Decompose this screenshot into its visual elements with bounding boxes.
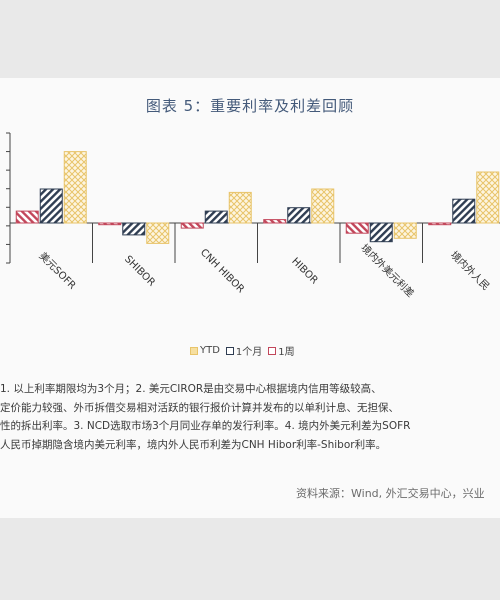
bar-1周-4 [345, 222, 369, 234]
bar-1个月-1 [122, 222, 146, 236]
bar-1周-0 [15, 210, 39, 224]
legend-swatch [190, 346, 198, 355]
x-tick-label: HIBOR [289, 256, 319, 286]
note-line-1: 1. 以上利率期限均为3个月；2. 美元CIROR是由交易中心根据境内信用等级较… [0, 383, 382, 395]
legend-swatch [268, 346, 277, 355]
bar-YTD-0 [63, 151, 87, 224]
bar-YTD-1 [146, 222, 170, 244]
bar-1周-5 [428, 222, 452, 226]
x-tick-label: 境内外人民 [448, 248, 493, 293]
bar-1个月-3 [287, 207, 311, 224]
bar-YTD-5 [476, 171, 500, 224]
x-tick-label: 境内外美元利差 [358, 241, 417, 300]
bar-1个月-5 [452, 198, 476, 224]
legend-item: YTD [190, 345, 220, 356]
report-page: 图表 5：重要利率及利差回顾 美元SOFR SHIBOR CNH HIBOR HIBO… [0, 78, 500, 518]
legend-swatch [225, 346, 234, 355]
bar-1个月-0 [39, 188, 63, 224]
bar-1个月-4 [369, 222, 393, 243]
legend-label: 1个月 [235, 347, 263, 358]
note-line-2: 定价能力较强、外币拆借交易相对活跃的银行报价计算并发布的以单利计息、无担保、 [0, 401, 399, 414]
x-tick-label: SHIBOR [122, 254, 157, 289]
bar-1周-1 [98, 222, 122, 226]
source-note: 资料来源：Wind, 外汇交易中心，兴业 [296, 487, 485, 500]
bar-YTD-4 [393, 222, 417, 239]
chart-legend: YTD 1个月 1周 [190, 343, 295, 358]
note-line-4: 人民币掉期隐含境内美元利率，境内外人民币利差为CNH Hibor利率-Shibo… [0, 438, 387, 451]
bar-1个月-2 [204, 210, 228, 224]
bar-YTD-2 [228, 191, 252, 224]
chart-notes: 1. 以上利率期限均为3个月；2. 美元CIROR是由交易中心根据境内信用等级较… [0, 380, 500, 454]
note-line-3: 性的拆出利率。3. NCD选取市场3个月同业存单的发行利率。4. 境内外美元利差… [0, 420, 411, 432]
x-tick-label: 美元SOFR [37, 249, 79, 291]
legend-item: 1个月 [225, 343, 263, 358]
legend-label: 1周 [278, 347, 295, 358]
x-tick-label: CNH HIBOR [198, 247, 246, 295]
legend-item: 1周 [268, 343, 295, 358]
bar-YTD-3 [311, 188, 335, 224]
bar-chart: 美元SOFR SHIBOR CNH HIBOR HIBOR 境内外美元利差 境内外人民 [6, 132, 500, 300]
legend-label: YTD [200, 345, 220, 356]
bar-1周-3 [263, 219, 287, 224]
bar-1周-2 [180, 222, 204, 229]
chart-title: 图表 5：重要利率及利差回顾 [145, 97, 355, 115]
